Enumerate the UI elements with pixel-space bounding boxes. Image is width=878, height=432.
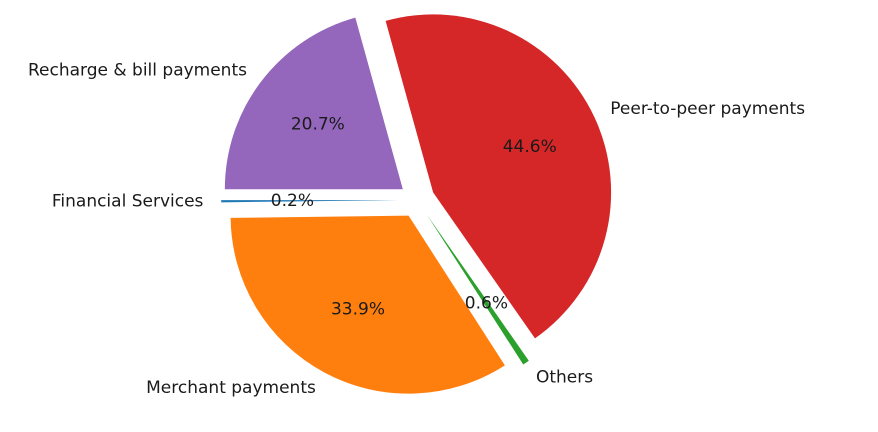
slice-label-financial-services: Financial Services — [52, 191, 204, 211]
slice-label-merchant-payments: Merchant payments — [146, 378, 316, 398]
pie-slices — [221, 14, 612, 394]
slice-percent-recharge-and-bill-payments: 20.7% — [291, 115, 345, 135]
slice-label-peer-to-peer-payments: Peer-to-peer payments — [610, 99, 805, 119]
pie-labels: Financial Services 0.2% Merchant payments 3… — [28, 61, 805, 398]
slice-percent-merchant-payments: 33.9% — [331, 300, 385, 320]
slice-percent-financial-services: 0.2% — [271, 191, 314, 211]
pie-slice-others — [426, 214, 529, 365]
pie-slice-merchant-payments — [230, 215, 505, 394]
pie-slice-peer-to-peer-payments — [385, 14, 612, 339]
slice-percent-peer-to-peer-payments: 44.6% — [503, 137, 557, 157]
slice-percent-others: 0.6% — [465, 293, 508, 313]
slice-label-recharge-and-bill-payments: Recharge & bill payments — [28, 61, 247, 81]
pie-slice-recharge-and-bill-payments — [224, 17, 403, 190]
slice-label-others: Others — [536, 367, 593, 387]
pie-slice-financial-services — [221, 200, 400, 203]
